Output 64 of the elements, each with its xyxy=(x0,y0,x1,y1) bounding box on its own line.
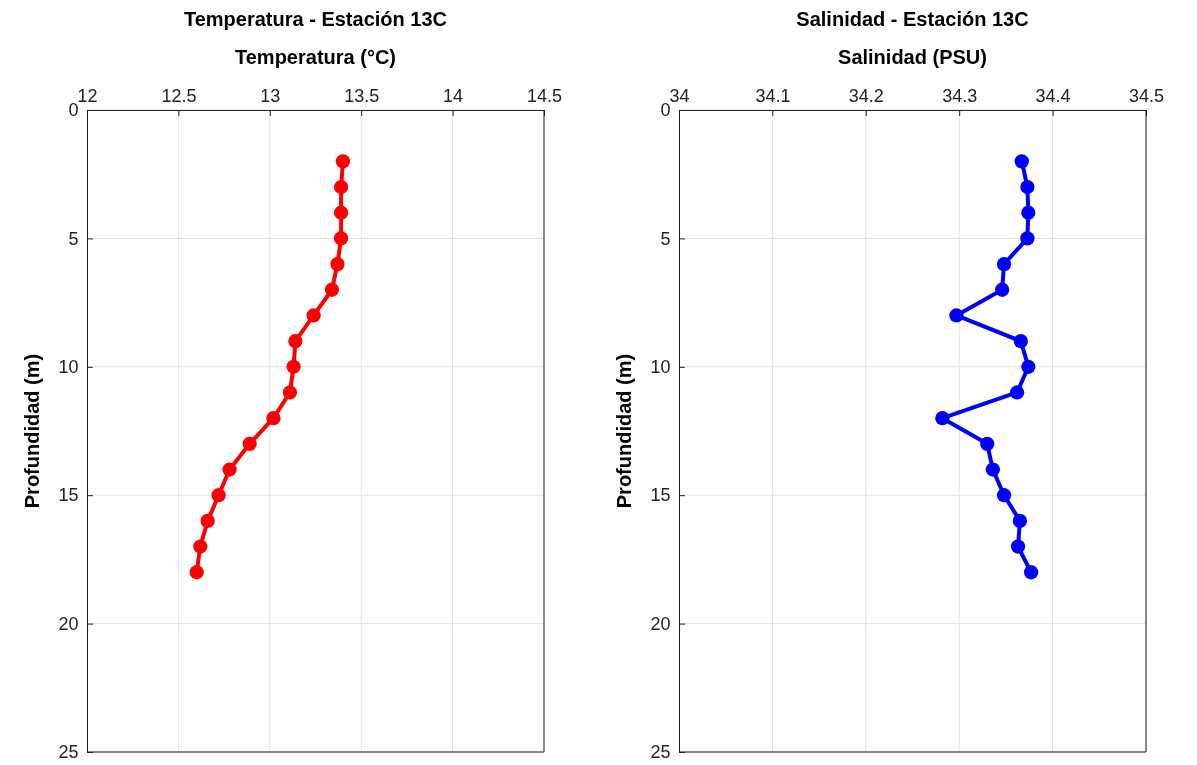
point xyxy=(286,359,301,374)
point xyxy=(1009,385,1025,400)
point xyxy=(1023,565,1039,580)
y-tick-label: 25 xyxy=(58,742,79,763)
x-tick-label: 12 xyxy=(77,85,98,106)
y-tick-label: 5 xyxy=(660,228,671,249)
x-axis-title: Temperatura (°C) xyxy=(235,46,396,68)
point xyxy=(995,282,1010,297)
y-tick-label: 0 xyxy=(68,100,79,121)
point xyxy=(935,411,950,426)
point xyxy=(211,488,226,503)
y-tick-label: 20 xyxy=(58,613,79,634)
y-tick-label: 5 xyxy=(68,228,79,249)
x-tick-label: 34.2 xyxy=(848,85,884,106)
point xyxy=(193,539,208,554)
x-tick-label: 13.5 xyxy=(344,85,380,106)
x-tick-label: 34.1 xyxy=(755,85,791,106)
x-tick-label: 34.3 xyxy=(942,85,978,106)
point xyxy=(1012,513,1028,528)
point xyxy=(333,179,349,195)
point xyxy=(996,488,1012,503)
point xyxy=(1021,359,1036,374)
point xyxy=(1020,231,1035,246)
point xyxy=(330,256,345,272)
point xyxy=(1021,205,1036,220)
y-tick-label: 10 xyxy=(650,357,671,378)
point xyxy=(949,308,964,323)
point xyxy=(189,565,204,580)
y-axis-title: Profundidad (m) xyxy=(613,353,635,509)
x-tick-label: 14 xyxy=(443,85,464,106)
point xyxy=(222,462,237,477)
point xyxy=(1014,154,1029,169)
point xyxy=(1010,539,1026,554)
x-tick-label: 34.4 xyxy=(1035,85,1071,106)
point xyxy=(335,154,351,169)
y-tick-label: 25 xyxy=(650,742,671,763)
y-tick-label: 0 xyxy=(660,100,671,121)
y-tick-label: 10 xyxy=(58,357,79,378)
chart-title: Salinidad - Estación 13C xyxy=(796,8,1029,30)
x-tick-label: 34.5 xyxy=(1128,85,1165,106)
point xyxy=(985,462,1000,477)
x-tick-label: 34 xyxy=(669,85,690,106)
point xyxy=(306,308,321,323)
x-tick-label: 13 xyxy=(260,85,281,106)
point xyxy=(333,205,349,220)
y-tick-label: 20 xyxy=(650,613,671,634)
y-tick-label: 15 xyxy=(650,485,671,506)
point xyxy=(996,256,1012,272)
point xyxy=(288,334,303,349)
x-axis-title: Salinidad (PSU) xyxy=(838,46,987,68)
point xyxy=(200,513,215,528)
point xyxy=(333,231,349,246)
point xyxy=(242,436,257,451)
point xyxy=(282,385,298,400)
point xyxy=(1013,334,1028,349)
y-tick-label: 15 xyxy=(58,485,79,506)
point xyxy=(324,282,340,297)
y-axis-title: Profundidad (m) xyxy=(21,353,43,509)
point xyxy=(980,436,995,451)
x-tick-label: 14.5 xyxy=(526,85,563,106)
point xyxy=(266,411,281,426)
x-tick-label: 12.5 xyxy=(161,85,197,106)
chart-title: Temperatura - Estación 13C xyxy=(183,8,448,30)
point xyxy=(1020,179,1035,195)
